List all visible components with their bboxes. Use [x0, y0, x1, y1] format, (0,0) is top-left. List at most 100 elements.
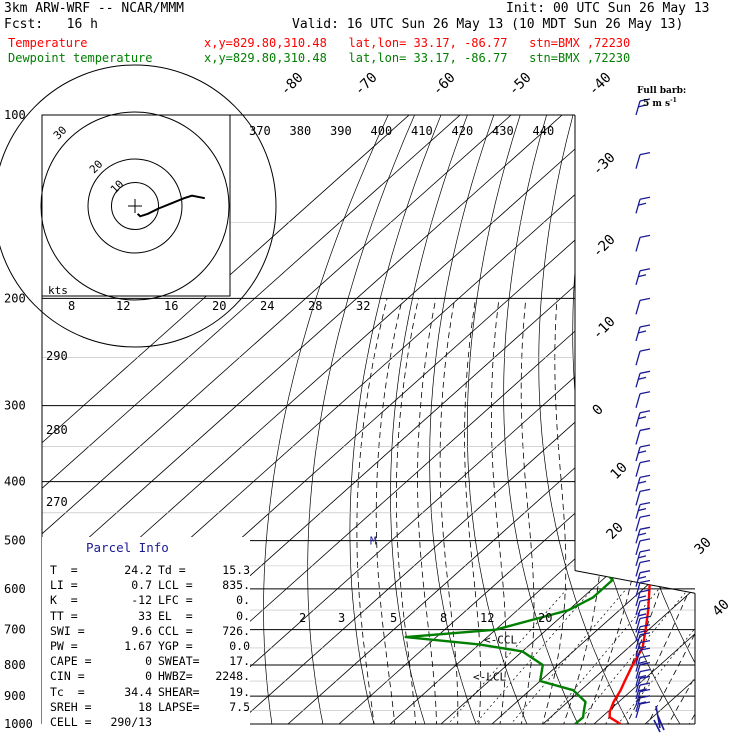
wind-barb [635, 410, 651, 427]
mixing-ratio-line [534, 588, 660, 724]
wind-barb [635, 488, 651, 506]
temperature-location: x,y=829.80,310.48 lat,lon= 33.17, -86.77… [204, 36, 631, 50]
isotherm-label: 40 [710, 597, 733, 620]
isotherm-label: -60 [430, 70, 459, 99]
dry-adiabat [349, 115, 442, 724]
parcel-param-value: 17. [229, 654, 250, 669]
hodograph-unit: kts [48, 284, 68, 297]
pressure-label: 800 [4, 658, 26, 672]
valid-time: Valid: 16 UTC Sun 26 May 13 (10 MDT Sun … [292, 17, 684, 32]
wind-barb [635, 538, 651, 556]
dry-adiabat [605, 115, 695, 724]
parcel-info-title: Parcel Info [86, 540, 169, 555]
wind-barb [635, 348, 651, 366]
parcel-param-value: 7.5 [229, 699, 250, 714]
dry-adiabat [466, 115, 533, 724]
wind-barb [635, 460, 651, 477]
isotherm-label: 20 [604, 520, 627, 543]
isotherm-label: -70 [352, 70, 381, 99]
parcel-info-row: TT = 33 EL = 0. [50, 609, 250, 623]
isotherm-label: 10 [608, 460, 631, 483]
hodograph-speed-label: 28 [308, 299, 322, 313]
theta-e-label: 440 [533, 124, 555, 138]
parcel-param-value: 726. [222, 623, 250, 638]
parcel-info-box [42, 537, 250, 727]
parcel-param-name: CELL = [50, 715, 92, 729]
moist-adiabat [417, 298, 438, 724]
wind-barb [635, 598, 651, 616]
parcel-param-name: CCL = [158, 623, 193, 638]
wind-barb [635, 654, 651, 672]
parcel-param-name: TT = [50, 608, 78, 623]
wind-barb [635, 549, 651, 567]
mixing-ratio-label: 2 [299, 611, 306, 625]
theta-e-label: 420 [452, 124, 474, 138]
parcel-param-name: SREH = [50, 699, 92, 714]
mixing-ratio-label: 20 [538, 611, 552, 625]
pressure-label: 500 [4, 534, 26, 548]
hodograph-ring [0, 64, 277, 348]
parcel-param-value: 2248. [215, 669, 250, 684]
isotherm-line [42, 115, 578, 724]
parcel-param-name: SWEAT= [158, 654, 200, 669]
wind-barb [635, 589, 651, 607]
theta-e-label: 400 [371, 124, 393, 138]
hodograph-trace [136, 194, 205, 218]
dry-adiabat-label: 280 [46, 423, 68, 437]
wind-barb [635, 427, 651, 445]
surface-wind-barb [653, 705, 665, 733]
barb-key-value: 5 m s-1 [643, 97, 677, 109]
wind-barb [635, 152, 651, 169]
isotherm-line [426, 115, 695, 724]
theta-e-label: 430 [492, 124, 514, 138]
parcel-info-row: K = -12 LFC = 0. [50, 593, 250, 607]
wind-barb [635, 268, 651, 285]
parcel-info-row: CELL = 290/13 [50, 715, 250, 729]
parcel-info-row: CIN = 0 HWBZ= 2248. [50, 669, 250, 683]
hodograph-speed-label: 32 [356, 299, 370, 313]
dry-adiabat [307, 115, 415, 724]
parcel-param-value: 0.0 [229, 639, 250, 653]
parcel-info-row: SWI = 9.6 CCL = 726. [50, 624, 250, 638]
isotherm-line [477, 115, 695, 724]
pressure-label: 1000 [4, 717, 33, 731]
parcel-param-name: SHEAR= [158, 684, 200, 699]
hodograph-ring [111, 182, 159, 230]
pressure-label: 400 [4, 475, 26, 489]
isotherm-line [222, 115, 695, 724]
isotherm-label: -10 [590, 314, 619, 343]
wind-barb [635, 370, 651, 388]
parcel-info-row: SREH = 18 LAPSE= 7.5 [50, 700, 250, 714]
lcl-marker: <-LCL [473, 670, 506, 683]
parcel-param-value: 0 [145, 669, 152, 684]
mixing-ratio-label: 8 [440, 611, 447, 625]
init-time: Init: 00 UTC Sun 26 May 13 [506, 1, 710, 16]
dry-adiabat [390, 115, 468, 724]
wind-barb [635, 701, 651, 719]
dry-adiabat [538, 115, 637, 724]
parcel-param-value: 18 [138, 699, 152, 714]
wind-barb [635, 695, 651, 713]
moist-adiabat [356, 298, 388, 724]
wind-barb [635, 570, 651, 587]
pressure-label: 100 [4, 108, 26, 122]
moist-adiabat [599, 298, 695, 724]
wind-barb [635, 579, 651, 597]
wind-barb [635, 682, 651, 700]
temperature-trace [608, 115, 695, 724]
pressure-label: 200 [4, 291, 26, 305]
hodograph-speed-label: 20 [212, 299, 226, 313]
isotherm-label: -20 [590, 232, 619, 261]
pressure-label: 900 [4, 689, 26, 703]
hodograph-speed-label: 24 [260, 299, 274, 313]
dry-adiabat-label: 290 [46, 349, 68, 363]
chart-traces [404, 115, 695, 724]
pressure-label: 300 [4, 399, 26, 413]
theta-e-label: 370 [249, 124, 271, 138]
wind-barb [635, 639, 651, 657]
moist-adiabat [579, 298, 645, 724]
dry-adiabat [728, 115, 740, 737]
parcel-param-value: 290/13 [110, 715, 152, 729]
moist-adiabat [538, 298, 567, 724]
